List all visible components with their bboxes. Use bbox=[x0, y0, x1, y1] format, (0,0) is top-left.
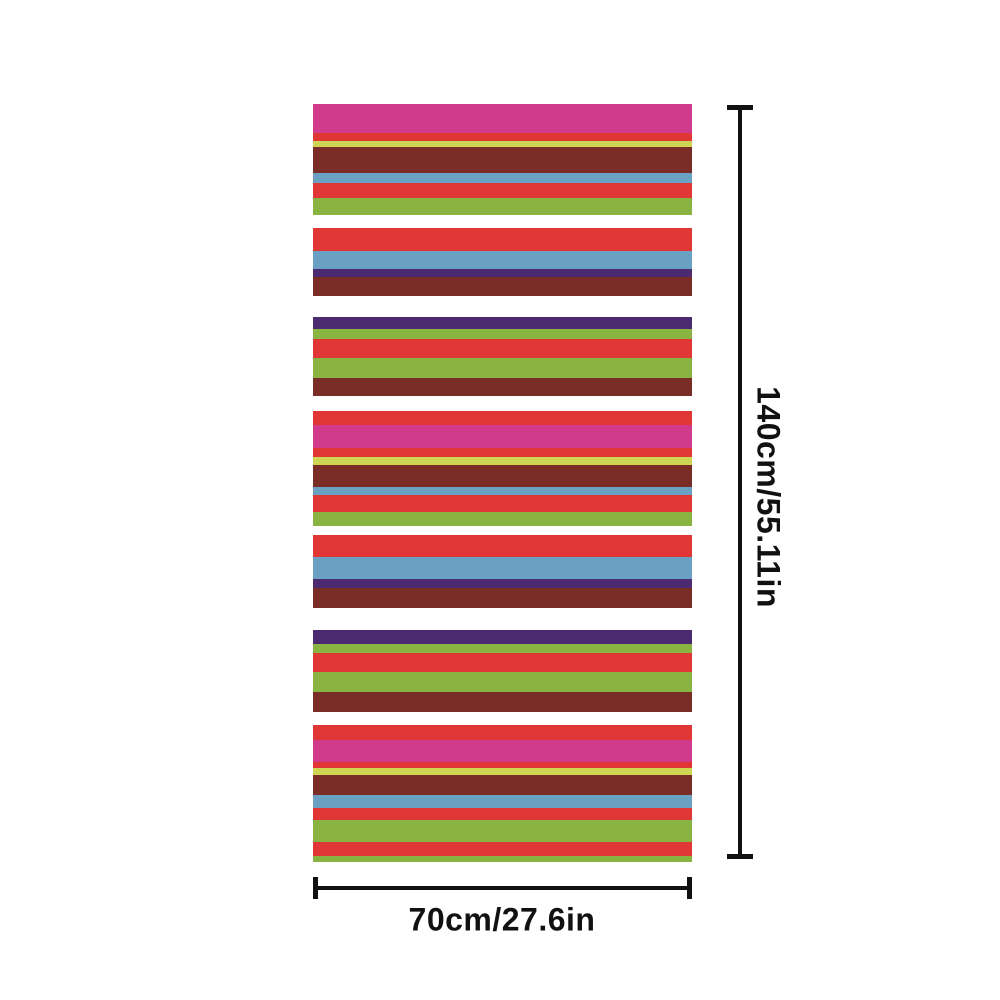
towel-stripe bbox=[313, 396, 692, 411]
towel-stripe bbox=[313, 795, 692, 808]
towel-stripe bbox=[313, 808, 692, 820]
towel-stripe bbox=[313, 173, 692, 183]
height-label: 140cm/55.11in bbox=[750, 386, 787, 608]
width-dimension-line bbox=[315, 886, 690, 890]
width-label: 70cm/27.6in bbox=[408, 901, 596, 938]
towel-stripe bbox=[313, 358, 692, 378]
towel-stripe bbox=[313, 104, 692, 133]
towel-stripe bbox=[313, 762, 692, 768]
towel-stripe bbox=[313, 329, 692, 339]
towel-stripe bbox=[313, 588, 692, 608]
towel-stripe bbox=[313, 630, 692, 644]
towel-stripe bbox=[313, 251, 692, 269]
towel-stripe bbox=[313, 768, 692, 775]
towel-stripe bbox=[313, 457, 692, 465]
towel-stripe bbox=[313, 856, 692, 862]
towel-stripe bbox=[313, 133, 692, 141]
towel-stripe bbox=[313, 725, 692, 740]
towel-stripe bbox=[313, 672, 692, 692]
towel-stripe bbox=[313, 487, 692, 495]
towel-stripe bbox=[313, 141, 692, 147]
towel-stripe bbox=[313, 378, 692, 396]
towel-stripe bbox=[313, 653, 692, 672]
towel-stripe bbox=[313, 692, 692, 712]
towel-stripe bbox=[313, 277, 692, 296]
towel-stripe bbox=[313, 842, 692, 856]
towel-stripe bbox=[313, 512, 692, 526]
towel-stripe bbox=[313, 183, 692, 198]
towel-image bbox=[313, 104, 692, 862]
towel-stripe bbox=[313, 526, 692, 535]
height-dimension-bottom-cap bbox=[727, 854, 753, 859]
towel-stripe bbox=[313, 712, 692, 725]
towel-stripe bbox=[313, 820, 692, 842]
towel-stripe bbox=[313, 411, 692, 425]
towel-stripe bbox=[313, 465, 692, 487]
towel-stripe bbox=[313, 147, 692, 173]
towel-stripe bbox=[313, 198, 692, 215]
height-dimension-line bbox=[738, 105, 742, 859]
towel-stripe bbox=[313, 535, 692, 557]
towel-stripe bbox=[313, 339, 692, 358]
towel-stripe bbox=[313, 644, 692, 653]
towel-stripe bbox=[313, 317, 692, 329]
width-dimension-right-tick bbox=[687, 877, 692, 899]
towel-stripe bbox=[313, 557, 692, 579]
towel-stripe bbox=[313, 579, 692, 588]
towel-stripe bbox=[313, 608, 692, 630]
towel-stripe bbox=[313, 228, 692, 251]
towel-stripe bbox=[313, 740, 692, 762]
towel-stripe bbox=[313, 269, 692, 277]
towel-stripe bbox=[313, 425, 692, 448]
towel-stripe bbox=[313, 448, 692, 457]
towel-stripe bbox=[313, 775, 692, 795]
towel-stripe bbox=[313, 495, 692, 512]
towel-stripe bbox=[313, 296, 692, 317]
towel-stripe bbox=[313, 215, 692, 228]
